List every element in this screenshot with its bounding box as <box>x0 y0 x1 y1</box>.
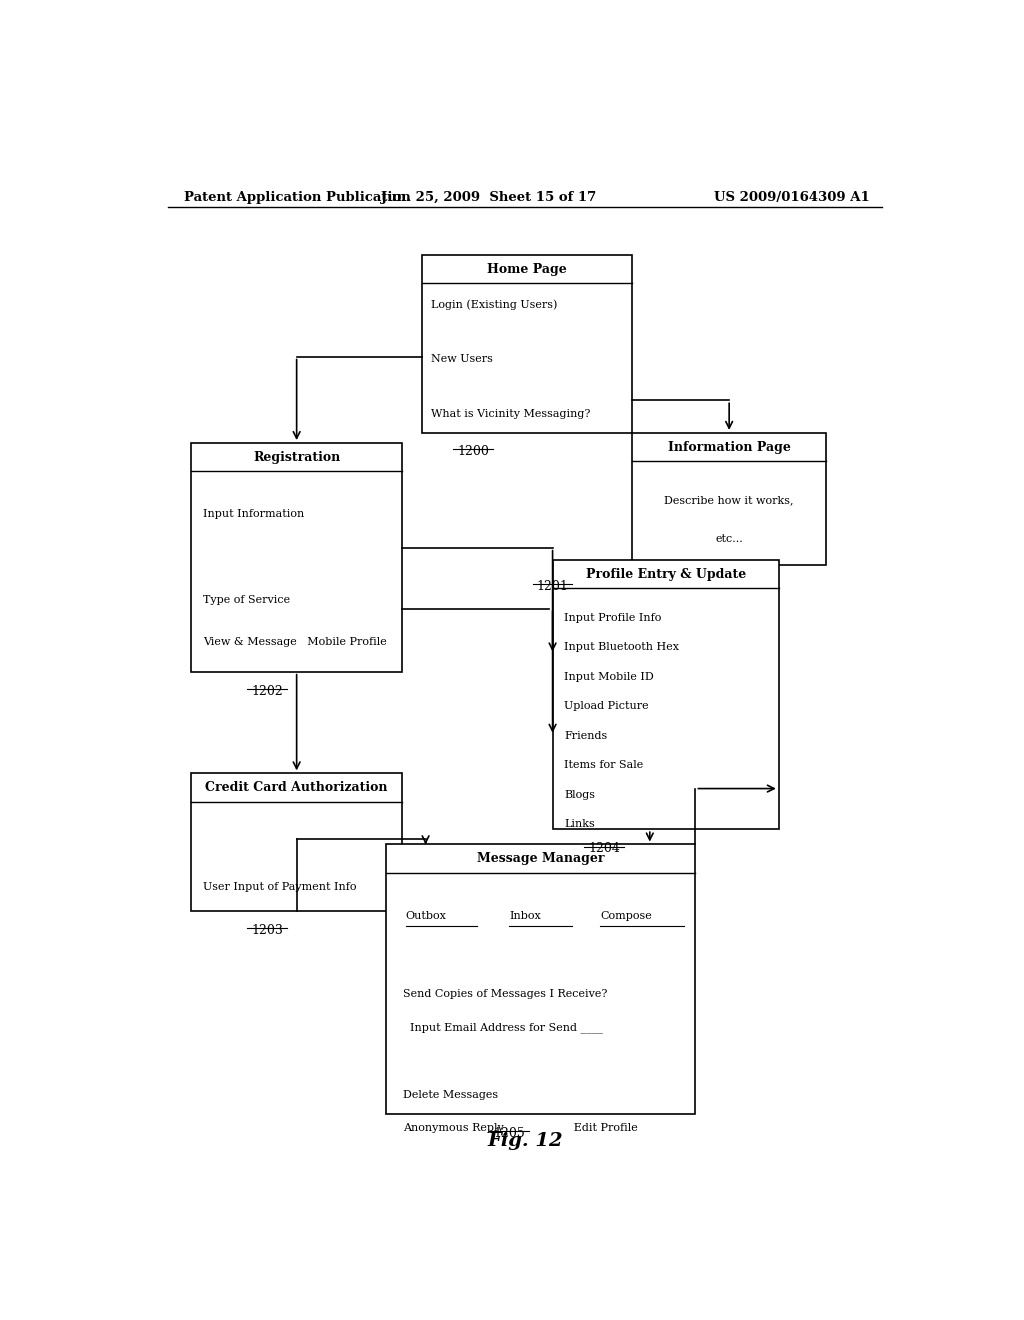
Text: Jun. 25, 2009  Sheet 15 of 17: Jun. 25, 2009 Sheet 15 of 17 <box>382 190 597 203</box>
Text: Friends: Friends <box>564 731 607 741</box>
Text: Items for Sale: Items for Sale <box>564 760 644 770</box>
Text: Blogs: Blogs <box>564 789 596 800</box>
Bar <box>386 845 695 1114</box>
Text: 1200: 1200 <box>458 445 489 458</box>
Text: Input Bluetooth Hex: Input Bluetooth Hex <box>564 643 680 652</box>
Text: Inbox: Inbox <box>509 911 541 920</box>
Text: Registration: Registration <box>253 450 340 463</box>
Text: Links: Links <box>564 820 595 829</box>
Text: Credit Card Authorization: Credit Card Authorization <box>206 781 388 795</box>
Text: What is Vicinity Messaging?: What is Vicinity Messaging? <box>431 409 591 418</box>
Text: 1205: 1205 <box>493 1127 525 1140</box>
Text: New Users: New Users <box>431 355 493 364</box>
Text: Fig. 12: Fig. 12 <box>487 1133 562 1150</box>
Text: View & Message   Mobile Profile: View & Message Mobile Profile <box>204 638 387 647</box>
Text: etc...: etc... <box>716 533 743 544</box>
Text: Upload Picture: Upload Picture <box>564 701 649 711</box>
Bar <box>553 560 779 829</box>
Text: Input Email Address for Send ____: Input Email Address for Send ____ <box>403 1023 603 1034</box>
Bar <box>632 433 826 565</box>
Text: User Input of Payment Info: User Input of Payment Info <box>204 882 357 892</box>
Text: Send Copies of Messages I Receive?: Send Copies of Messages I Receive? <box>403 989 608 999</box>
Text: 1203: 1203 <box>251 924 283 937</box>
Text: 1204: 1204 <box>588 842 621 855</box>
Text: Delete Messages: Delete Messages <box>403 1090 499 1100</box>
Bar <box>422 255 632 433</box>
Text: US 2009/0164309 A1: US 2009/0164309 A1 <box>715 190 870 203</box>
Text: Type of Service: Type of Service <box>204 594 291 605</box>
Text: 1202: 1202 <box>251 685 283 698</box>
Text: Patent Application Publication: Patent Application Publication <box>183 190 411 203</box>
Text: Input Profile Info: Input Profile Info <box>564 612 662 623</box>
Text: Input Information: Input Information <box>204 510 305 519</box>
Bar <box>191 444 401 672</box>
Text: Profile Entry & Update: Profile Entry & Update <box>586 568 745 581</box>
Text: Message Manager: Message Manager <box>477 853 604 865</box>
Text: Anonymous Reply                    Edit Profile: Anonymous Reply Edit Profile <box>403 1123 638 1134</box>
Text: Outbox: Outbox <box>406 911 446 920</box>
Text: Information Page: Information Page <box>668 441 791 454</box>
Bar <box>191 774 401 911</box>
Text: Compose: Compose <box>600 911 652 920</box>
Text: Input Mobile ID: Input Mobile ID <box>564 672 654 681</box>
Text: Home Page: Home Page <box>486 263 566 276</box>
Text: Describe how it works,: Describe how it works, <box>665 495 794 506</box>
Text: 1201: 1201 <box>537 581 568 593</box>
Text: Login (Existing Users): Login (Existing Users) <box>431 300 557 310</box>
